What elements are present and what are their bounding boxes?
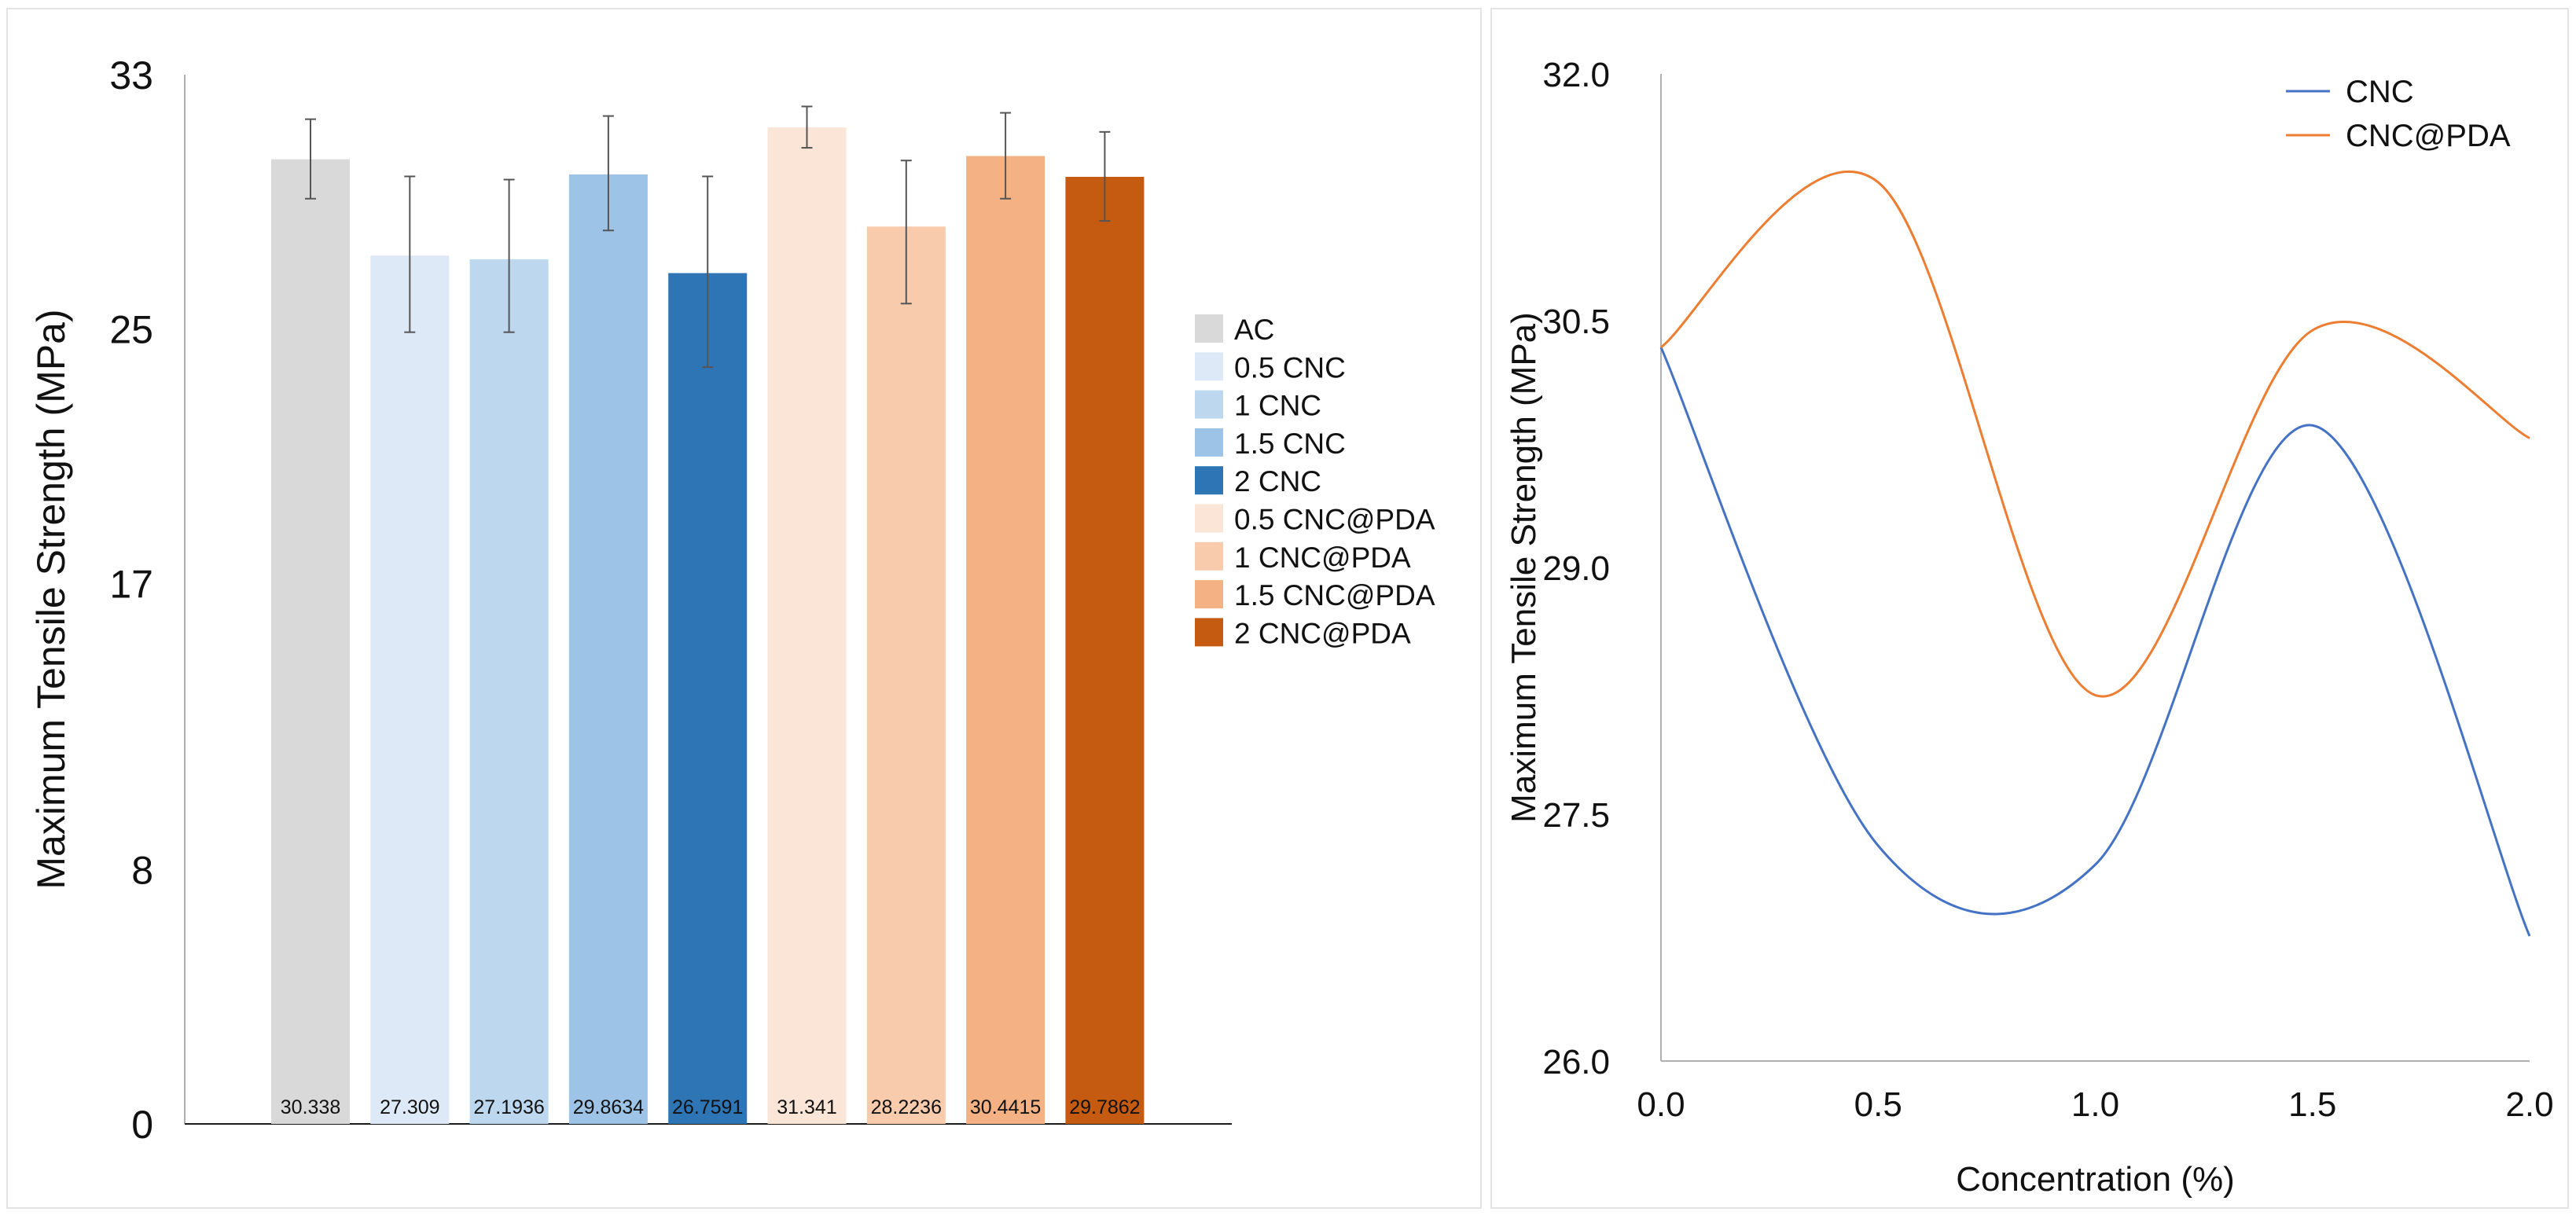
bar-chart: 0 8 17 25 33 Maximum Tensile Strength (MPa) 30… (29, 53, 1435, 1147)
bar-2-cnc (668, 273, 748, 1124)
bar-chart-panel: 0 8 17 25 33 Maximum Tensile Strength (MPa) 30… (6, 8, 1482, 1209)
legend-label-2-cnc-pda: 2 CNC@PDA (1234, 617, 1411, 649)
y-tick-label-0: 0 (131, 1103, 153, 1147)
legend-label-1-cnc-pda: 1 CNC@PDA (1234, 542, 1411, 574)
legend-swatch-2-cnc-pda (1195, 618, 1223, 647)
data-label-1-5-cnc-pda: 30.4415 (970, 1096, 1041, 1118)
data-label-2-cnc-pda: 29.7862 (1069, 1096, 1140, 1118)
line-chart-panel: 26.0 27.5 29.0 30.5 32.0 0.0 0.5 1.0 1.5 2.0 Conce… (1490, 8, 2569, 1209)
legend-label-0-5-cnc: 0.5 CNC (1234, 351, 1346, 384)
y-tick-label-25: 25 (109, 308, 153, 352)
y-axis-title: Maximum Tensile Strength (MPa) (29, 309, 73, 889)
y-tick-label-32-0: 32.0 (1542, 56, 1610, 94)
line-chart: 26.0 27.5 29.0 30.5 32.0 0.0 0.5 1.0 1.5 2.0 Conce… (1505, 56, 2554, 1199)
legend-label-cnc: CNC (2346, 75, 2414, 109)
series-line-cnc-pda (1660, 170, 2530, 698)
x-tick-label-1-5: 1.5 (2288, 1085, 2336, 1124)
legend-label-2-cnc: 2 CNC (1234, 465, 1321, 498)
y-axis-title: Maximum Tensile Strength (MPa) (1505, 312, 1543, 823)
y-tick-label-27-5: 27.5 (1542, 796, 1610, 835)
bar-0-5-cnc-pda (767, 127, 847, 1124)
y-tick-label-17: 17 (109, 562, 153, 606)
legend-swatch-0-5-cnc (1195, 352, 1223, 381)
legend-label-1-cnc: 1 CNC (1234, 390, 1321, 422)
bar-ac (271, 159, 350, 1125)
x-tick-label-2-0: 2.0 (2505, 1085, 2553, 1124)
bar-1-cnc-pda (866, 226, 946, 1125)
bar-1-5-cnc-pda (966, 156, 1045, 1125)
legend-label-cnc-pda: CNC@PDA (2346, 119, 2511, 153)
x-tick-label-1-0: 1.0 (2071, 1085, 2119, 1124)
legend-label-1-5-cnc-pda: 1.5 CNC@PDA (1234, 579, 1435, 611)
data-label-0-5-cnc-pda: 31.341 (777, 1096, 836, 1118)
legend-label-ac: AC (1234, 314, 1274, 346)
bar-1-cnc (469, 259, 549, 1124)
x-tick-label-0-0: 0.0 (1637, 1085, 1685, 1124)
legend-label-0-5-cnc-pda: 0.5 CNC@PDA (1234, 504, 1435, 536)
y-tick-label-29-0: 29.0 (1542, 549, 1610, 588)
data-label-1-cnc-pda: 28.2236 (871, 1096, 942, 1118)
y-tick-label-8: 8 (131, 848, 153, 892)
legend-swatch-1-cnc-pda (1195, 542, 1223, 571)
data-label-2-cnc: 26.7591 (672, 1096, 743, 1118)
data-label-1-5-cnc: 29.8634 (573, 1096, 644, 1118)
y-tick-label-30-5: 30.5 (1542, 303, 1610, 341)
x-axis-title: Concentration (%) (1956, 1160, 2235, 1199)
legend-swatch-1-cnc (1195, 390, 1223, 419)
legend-swatch-1-5-cnc (1195, 428, 1223, 457)
data-label-1-cnc: 27.1936 (473, 1096, 544, 1118)
data-label-ac: 30.338 (281, 1096, 340, 1118)
legend-swatch-2-cnc (1195, 466, 1223, 495)
data-label-0-5-cnc: 27.309 (380, 1096, 439, 1118)
legend-swatch-1-5-cnc-pda (1195, 580, 1223, 609)
y-tick-label-26-0: 26.0 (1542, 1043, 1610, 1081)
bar-0-5-cnc (370, 255, 450, 1124)
series-line-cnc (1659, 347, 2531, 937)
bar-1-5-cnc (568, 174, 648, 1124)
y-tick-label-33: 33 (109, 53, 153, 97)
x-tick-label-0-5: 0.5 (1854, 1085, 1902, 1124)
legend-swatch-0-5-cnc-pda (1195, 504, 1223, 533)
legend-swatch-ac (1195, 314, 1223, 343)
bar-2-cnc-pda (1065, 177, 1145, 1124)
legend-label-1-5-cnc: 1.5 CNC (1234, 428, 1346, 460)
